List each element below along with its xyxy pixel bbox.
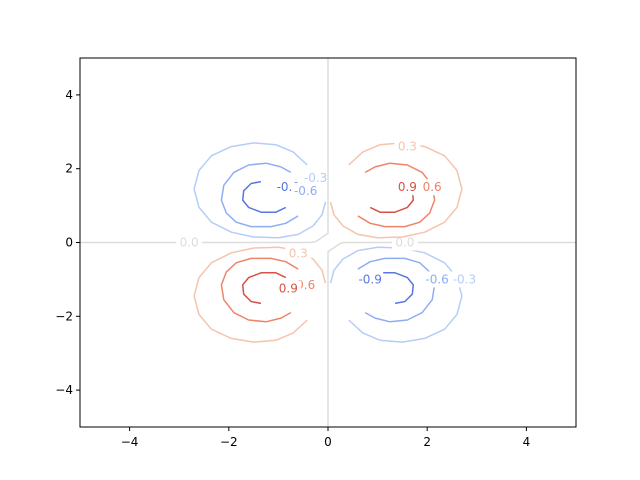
x-tick-label: 2 [423,435,431,449]
contour-line-level--0.6-1 [220,162,299,228]
contour-label-background [391,234,418,251]
x-tick-label: 0 [324,435,332,449]
y-tick-label: 0 [65,236,73,250]
contour-label-background [292,182,319,199]
contour-line-level-0.6-1 [357,162,436,228]
contour-label-0.0-2: 0.0 [395,236,414,250]
contour-line-level--0.9-1 [241,180,287,213]
contour-label-background [275,280,302,297]
contour-line-level-0.0-2 [327,241,576,427]
contour-label-0.3-1: 0.3 [398,140,417,154]
contour-label--0.3-2: -0.3 [453,272,476,286]
contour-label-background [302,169,329,186]
contour-line-level-0.6-2 [220,257,299,323]
contour-label-0.9-1: 0.9 [398,180,417,194]
x-tick-label: −2 [220,435,238,449]
contour-label-0.0-1: 0.0 [180,236,199,250]
x-tick-label: 4 [523,435,531,449]
x-axis: −4 −2 0 2 4 [121,427,530,449]
y-tick-label: −2 [55,309,73,323]
contour-label-background [357,271,384,288]
contour-label-0.9-2: 0.9 [279,282,298,296]
contour-label-0.3-2: 0.3 [289,247,308,261]
contour-label-background [394,138,421,155]
contour-label-background [424,271,451,288]
contour-label--0.6-1: -0.6 [294,184,317,198]
contour-label--0.3-1: -0.3 [304,171,327,185]
contour-label-background [451,271,478,288]
contour-label-background [394,179,421,196]
x-tick-label: −4 [121,435,139,449]
contour-label--0.9-2: -0.9 [358,272,381,286]
y-axis: −4 −2 0 2 4 [55,88,80,397]
contour-line-level--0.3-1 [193,142,327,239]
y-tick-label: −4 [55,383,73,397]
contour-label-background [285,245,312,262]
y-tick-label: 4 [65,88,73,102]
contour-label-0.6-1: 0.6 [423,180,442,194]
contour-label--0.6-2: -0.6 [425,272,448,286]
contour-line-level-0.9-2 [241,272,287,305]
y-tick-label: 2 [65,162,73,176]
contour-label-background [176,234,203,251]
contour-label-background [419,179,446,196]
contour-line-level-0.0-1 [80,58,329,244]
plot-area: -0.9-0.9-0.6-0.6-0.3-0.30.0 0.00.30.30.60… [80,58,576,427]
